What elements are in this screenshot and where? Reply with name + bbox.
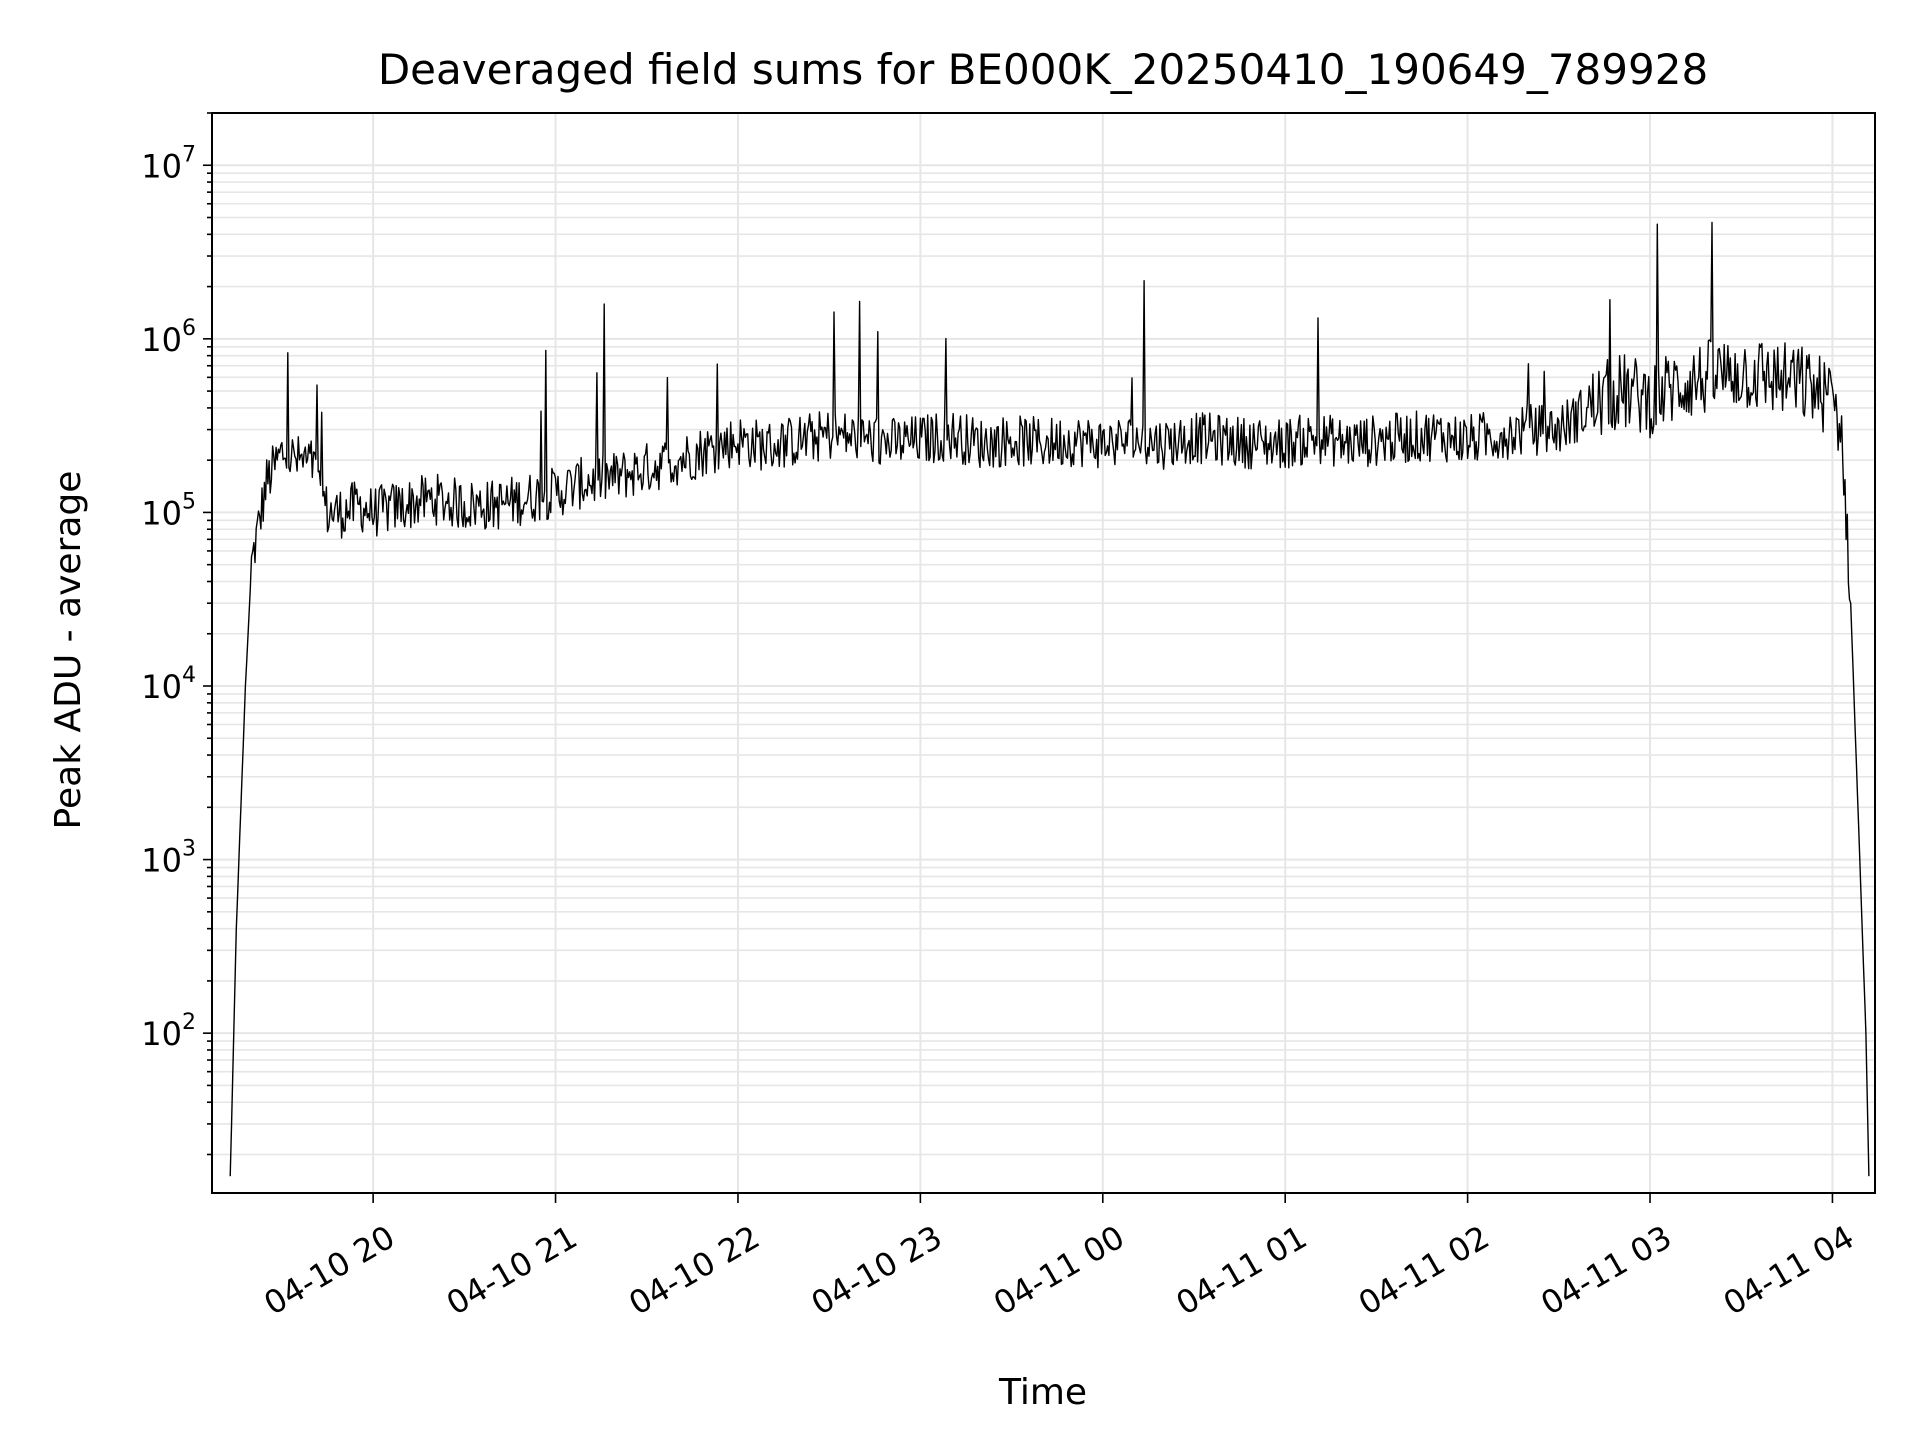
y-tick-label: 102 bbox=[141, 1010, 196, 1053]
y-tick-label: 104 bbox=[141, 663, 196, 706]
series-line bbox=[229, 221, 1870, 1177]
y-tick-label: 107 bbox=[141, 142, 196, 185]
y-axis-label: Peak ADU - average bbox=[48, 471, 89, 830]
y-tick-label: 106 bbox=[141, 316, 196, 359]
y-tick-label: 103 bbox=[141, 837, 196, 880]
x-axis-label: Time bbox=[998, 1372, 1087, 1413]
chart-title: Deaveraged field sums for BE000K_2025041… bbox=[378, 45, 1708, 94]
plot-area bbox=[229, 221, 1870, 1177]
y-tick-label: 105 bbox=[141, 489, 196, 532]
axes-frame bbox=[211, 112, 1876, 1194]
